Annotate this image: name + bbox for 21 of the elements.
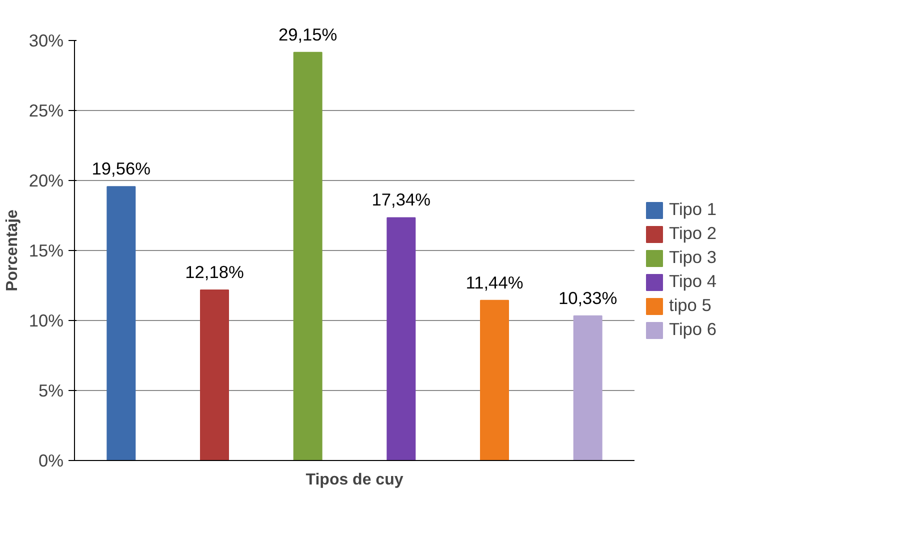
legend-label: Tipo 1 <box>669 199 717 220</box>
data-label: 10,33% <box>558 288 618 308</box>
y-tick-label: 15% <box>28 240 64 260</box>
y-tick-label: 30% <box>28 30 64 50</box>
legend-label: Tipo 6 <box>669 319 717 340</box>
y-tick-label: 0% <box>38 450 64 470</box>
y-tick-label: 25% <box>28 100 64 120</box>
data-label: 12,18% <box>185 262 244 282</box>
legend-label: tipo 5 <box>669 295 712 316</box>
legend-label: Tipo 2 <box>669 223 717 244</box>
legend-label: Tipo 4 <box>669 271 717 292</box>
y-tick-label: 10% <box>28 310 64 330</box>
y-axis-title: Porcentaje <box>4 209 21 292</box>
y-tick-label: 5% <box>38 380 64 400</box>
y-tick-label: 20% <box>28 170 64 190</box>
data-label: 11,44% <box>466 272 524 292</box>
x-axis-title: Tipos de cuy <box>306 472 404 488</box>
data-label: 29,15% <box>278 24 338 44</box>
legend-label: Tipo 3 <box>669 247 717 268</box>
data-label: 17,34% <box>372 190 431 210</box>
data-label: 19,56% <box>92 158 151 179</box>
